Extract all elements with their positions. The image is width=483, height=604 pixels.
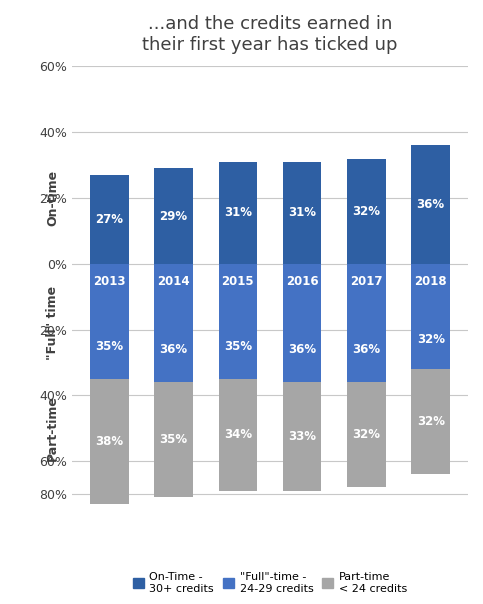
Text: 31%: 31%: [288, 207, 316, 219]
Bar: [219, 162, 257, 264]
Bar: [219, 379, 257, 490]
Text: 32%: 32%: [353, 205, 381, 217]
Text: 33%: 33%: [288, 430, 316, 443]
Bar: [283, 162, 321, 264]
Text: 32%: 32%: [417, 333, 445, 346]
Text: Part-time: Part-time: [46, 395, 59, 461]
Text: 38%: 38%: [95, 435, 123, 448]
Bar: [283, 264, 321, 382]
Text: 36%: 36%: [288, 342, 316, 356]
Bar: [412, 264, 450, 369]
Bar: [283, 382, 321, 490]
Legend: On-Time -
30+ credits, "Full"-time -
24-29 credits, Part-time
< 24 credits: On-Time - 30+ credits, "Full"-time - 24-…: [128, 568, 412, 598]
Text: 2014: 2014: [157, 275, 190, 288]
Text: 2017: 2017: [350, 275, 383, 288]
Text: 35%: 35%: [95, 340, 123, 353]
Bar: [347, 382, 386, 487]
Bar: [347, 264, 386, 382]
Text: 29%: 29%: [159, 210, 187, 223]
Text: 27%: 27%: [95, 213, 123, 226]
Text: 2013: 2013: [93, 275, 126, 288]
Bar: [154, 382, 193, 497]
Text: 2016: 2016: [286, 275, 318, 288]
Bar: [154, 264, 193, 382]
Text: 32%: 32%: [417, 415, 445, 428]
Bar: [219, 264, 257, 379]
Bar: [412, 146, 450, 264]
Bar: [90, 175, 128, 264]
Text: 36%: 36%: [159, 342, 187, 356]
Bar: [90, 379, 128, 504]
Text: 2018: 2018: [414, 275, 447, 288]
Text: 36%: 36%: [353, 342, 381, 356]
Text: 35%: 35%: [159, 433, 187, 446]
Title: ...and the credits earned in
their first year has ticked up: ...and the credits earned in their first…: [142, 15, 398, 54]
Bar: [90, 264, 128, 379]
Bar: [154, 169, 193, 264]
Text: 36%: 36%: [417, 198, 445, 211]
Text: 32%: 32%: [353, 428, 381, 442]
Text: On-time: On-time: [46, 170, 59, 226]
Text: 2015: 2015: [222, 275, 254, 288]
Text: 35%: 35%: [224, 340, 252, 353]
Text: 31%: 31%: [224, 207, 252, 219]
Text: "Full" time: "Full" time: [46, 286, 59, 360]
Bar: [347, 159, 386, 264]
Bar: [412, 369, 450, 474]
Text: 34%: 34%: [224, 428, 252, 442]
